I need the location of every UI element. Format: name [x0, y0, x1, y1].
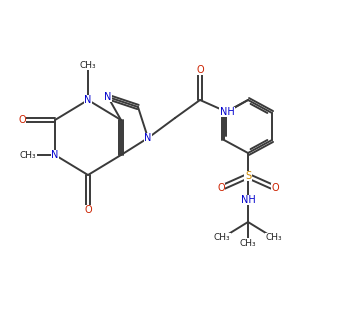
Text: N: N	[104, 92, 112, 102]
Text: CH₃: CH₃	[214, 233, 230, 243]
Text: O: O	[196, 65, 204, 75]
Text: N: N	[144, 133, 152, 143]
Text: NH: NH	[219, 107, 234, 117]
Text: CH₃: CH₃	[80, 60, 96, 70]
Text: O: O	[84, 205, 92, 215]
Text: N: N	[51, 150, 59, 160]
Text: O: O	[217, 183, 225, 193]
Text: S: S	[245, 171, 251, 181]
Text: NH: NH	[240, 195, 255, 205]
Text: CH₃: CH₃	[266, 233, 282, 243]
Text: O: O	[18, 115, 26, 125]
Text: CH₃: CH₃	[240, 238, 256, 248]
Text: N: N	[84, 95, 92, 105]
Text: CH₃: CH₃	[20, 150, 36, 160]
Text: O: O	[271, 183, 279, 193]
